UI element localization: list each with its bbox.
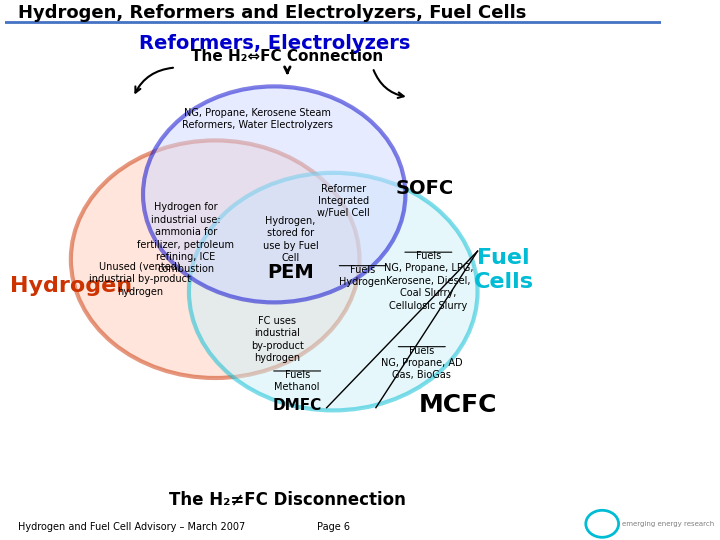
Text: Unused (vented)
industrial by-product
hydrogen: Unused (vented) industrial by-product hy… [89,262,191,296]
Text: Hydrogen,
stored for
use by Fuel
Cell: Hydrogen, stored for use by Fuel Cell [263,216,318,263]
Text: Page 6: Page 6 [317,522,350,531]
Text: Hydrogen and Fuel Cell Advisory – March 2007: Hydrogen and Fuel Cell Advisory – March … [19,522,246,531]
Text: SOFC: SOFC [396,179,454,199]
Text: The H₂≠FC Disconnection: The H₂≠FC Disconnection [169,490,406,509]
Text: Hydrogen for
industrial use:
ammonia for
fertilizer, petroleum
refining, ICE
com: Hydrogen for industrial use: ammonia for… [137,202,234,274]
Text: Fuels
Hydrogen: Fuels Hydrogen [339,265,387,287]
Text: Fuels
Methanol: Fuels Methanol [274,370,320,392]
Text: FC uses
industrial
by-product
hydrogen: FC uses industrial by-product hydrogen [251,316,304,363]
Text: NG, Propane, Kerosene Steam
Reformers, Water Electrolyzers: NG, Propane, Kerosene Steam Reformers, W… [182,108,333,130]
Text: PEM: PEM [267,263,314,282]
Text: Reformers, Electrolyzers: Reformers, Electrolyzers [138,33,410,53]
Text: emerging energy research: emerging energy research [622,521,714,527]
Text: Reformer
Integrated
w/Fuel Cell: Reformer Integrated w/Fuel Cell [317,184,369,218]
Text: Fuels
NG, Propane, LPG,
Kerosene, Diesel,
Coal Slurry,
Cellulosic Slurry: Fuels NG, Propane, LPG, Kerosene, Diesel… [384,251,473,310]
Circle shape [189,173,477,410]
Text: Fuels
NG, Propane, AD
Gas, BioGas: Fuels NG, Propane, AD Gas, BioGas [381,346,463,380]
Circle shape [71,140,359,378]
Text: Hydrogen, Reformers and Electrolyzers, Fuel Cells: Hydrogen, Reformers and Electrolyzers, F… [19,4,527,23]
Circle shape [143,86,405,302]
Text: Hydrogen: Hydrogen [10,276,132,296]
Text: MCFC: MCFC [418,393,497,417]
Text: DMFC: DMFC [273,397,322,413]
Text: The H₂⇔FC Connection: The H₂⇔FC Connection [192,49,384,64]
Text: Fuel
Cells: Fuel Cells [474,248,534,292]
